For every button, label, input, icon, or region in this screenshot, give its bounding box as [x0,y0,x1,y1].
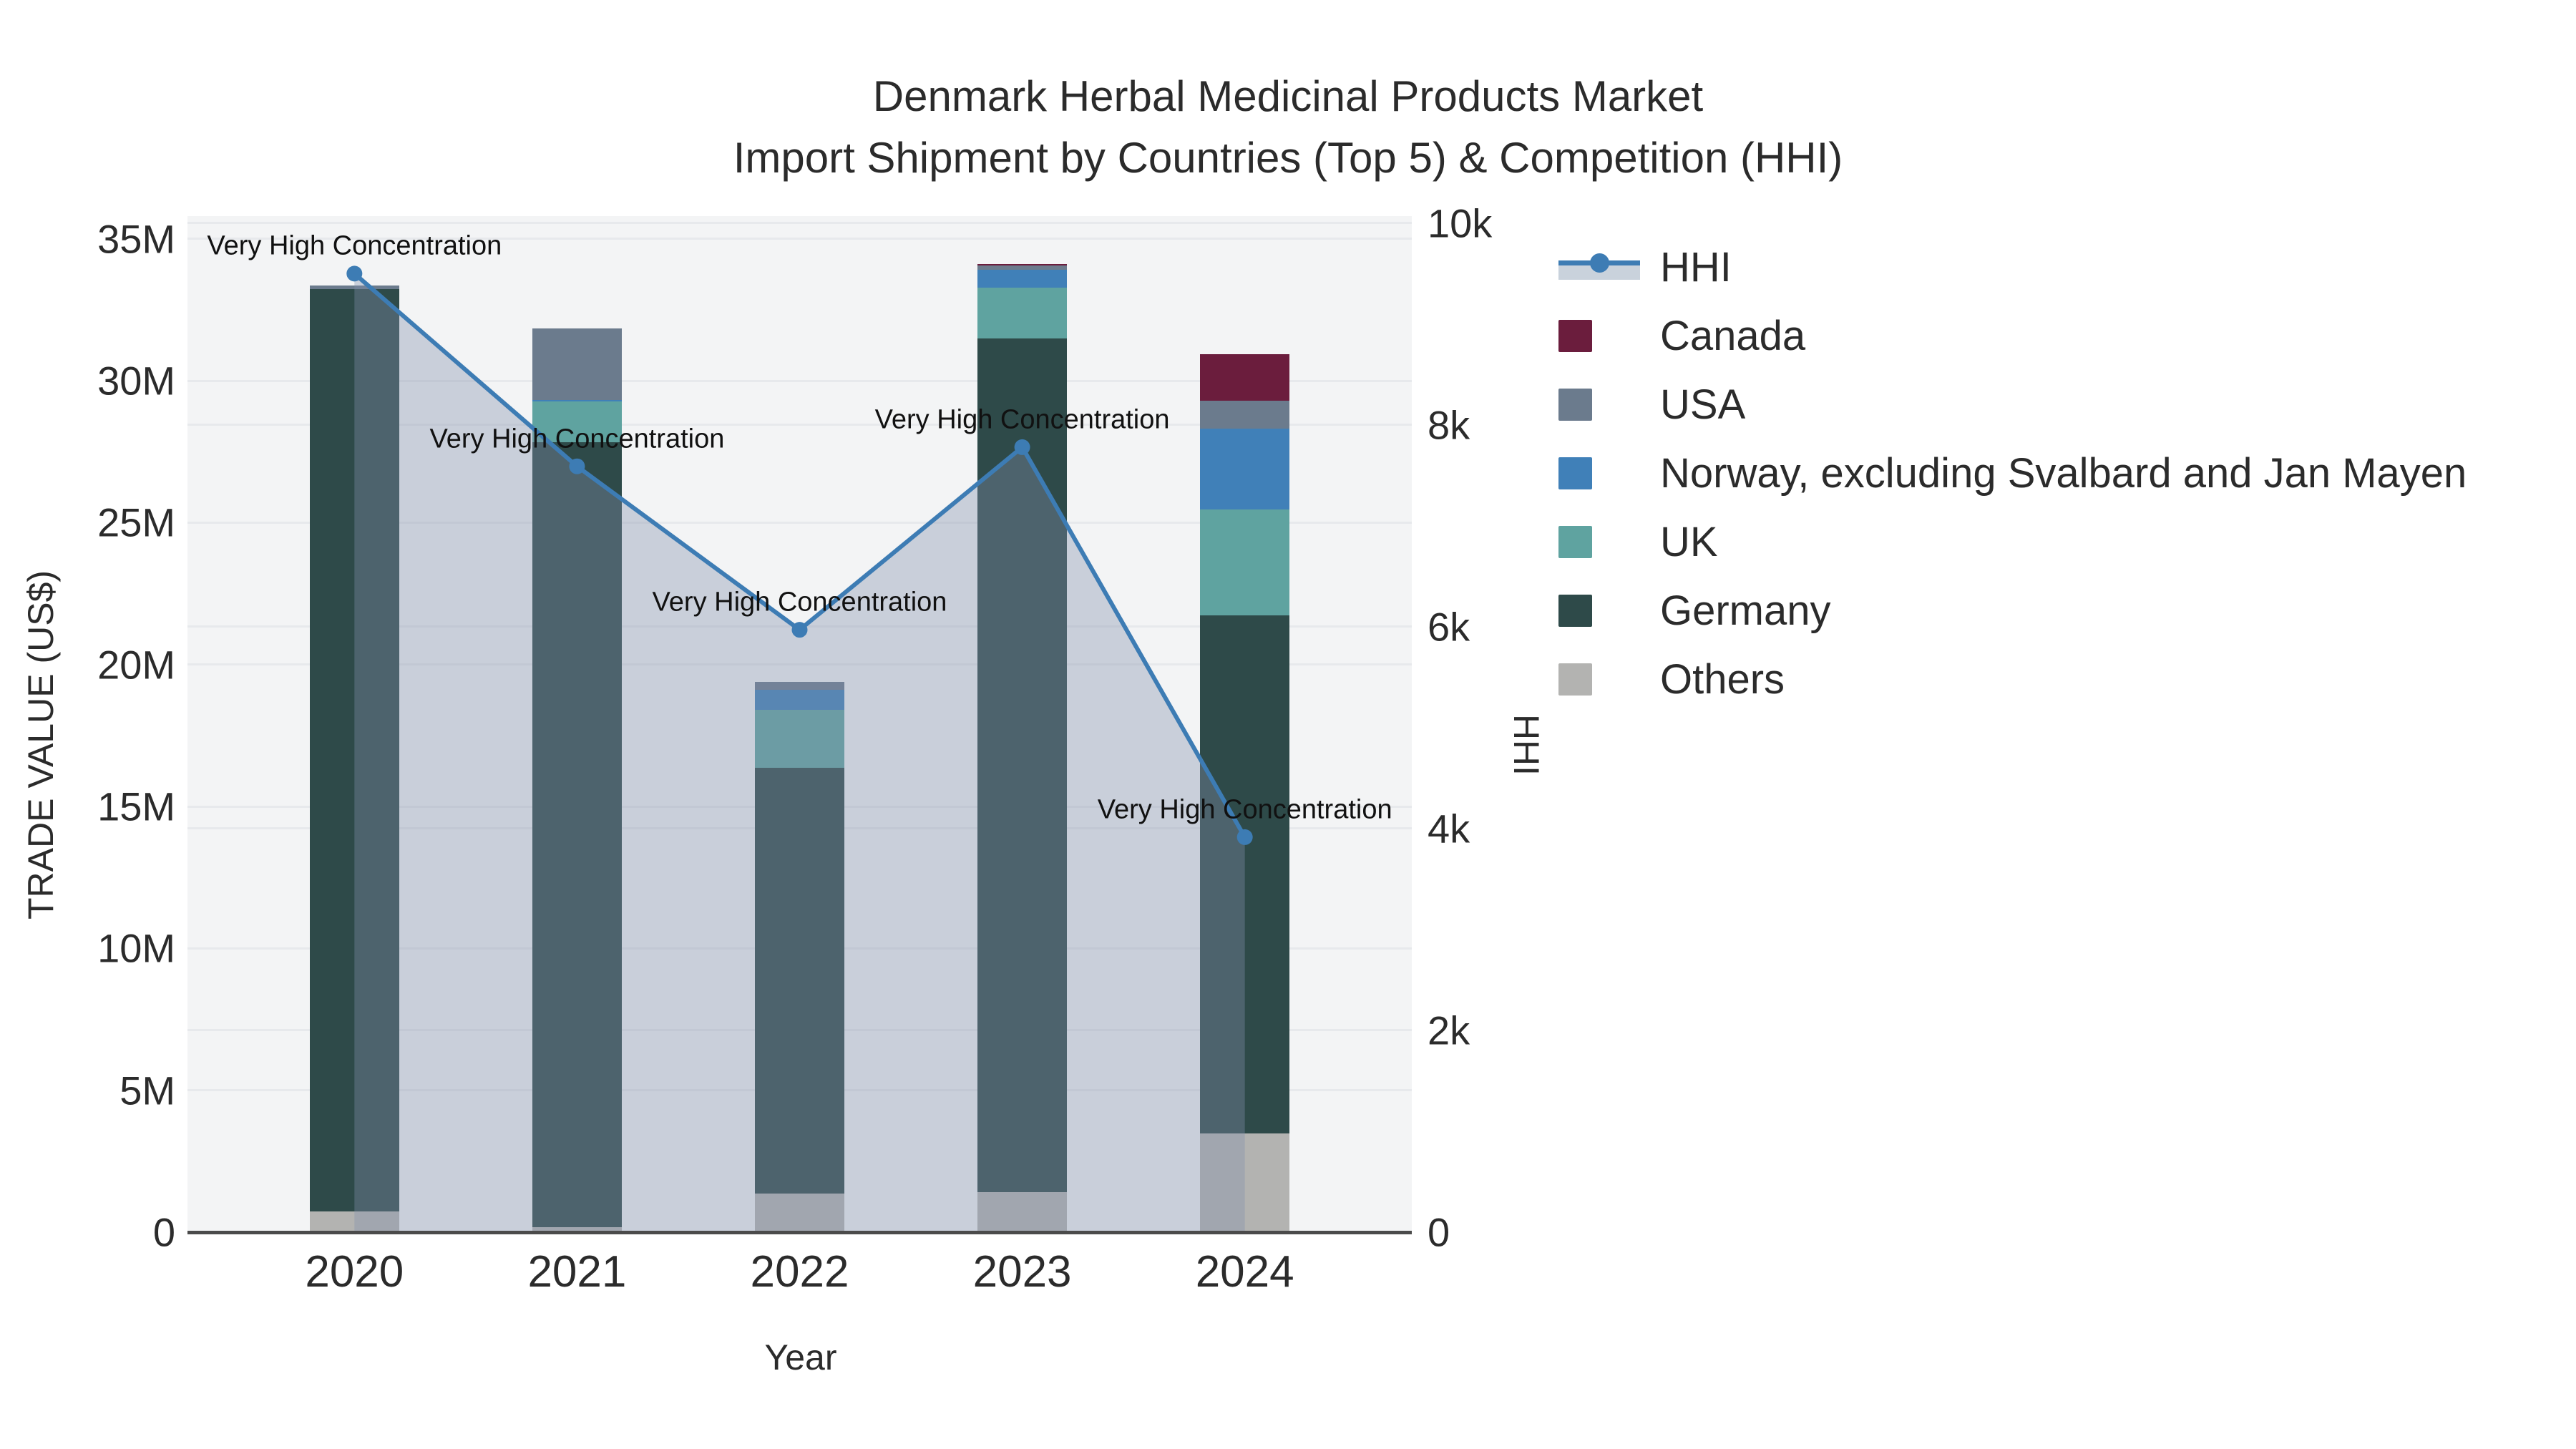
hhi-marker-2022[interactable] [791,622,808,638]
gridline [187,379,1412,382]
bar-segment-norway-2022[interactable] [755,690,844,710]
y-left-tick-20M: 20M [97,642,175,688]
legend-swatch-icon [1558,457,1643,489]
bar-segment-others-2020[interactable] [310,1211,399,1232]
hhi-marker-2021[interactable] [569,458,585,474]
x-axis-title: Year [764,1337,837,1377]
legend-swatch-icon [1558,663,1643,696]
bar-segment-germany-2022[interactable] [755,768,844,1194]
bar-segment-germany-2020[interactable] [310,289,399,1212]
legend-label: USA [1660,381,1746,428]
y-left-tick-35M: 35M [97,216,175,262]
chart-title-line2: Import Shipment by Countries (Top 5) & C… [733,134,1843,182]
bar-segment-usa-2020[interactable] [310,286,399,290]
bar-segment-uk-2024[interactable] [1200,509,1289,615]
bar-segment-others-2024[interactable] [1200,1133,1289,1232]
gridline [187,222,1412,225]
gridline [187,424,1412,426]
y-right-tick-4k: 4k [1428,806,1470,852]
y-left-tick-10M: 10M [97,925,175,971]
bar-segment-norway-2023[interactable] [977,270,1067,288]
gridline [187,521,1412,524]
plot-area: Very High Concentration Very High Concent… [187,216,1412,1232]
y-right-tick-8k: 8k [1428,402,1470,448]
bar-segment-norway-2024[interactable] [1200,428,1289,509]
legend: HHI Canada USA Norway, excluding Svalbard a… [1558,233,2467,713]
annotation-2023: Very High Concentration [874,404,1170,435]
bar-segment-usa-2024[interactable] [1200,400,1289,429]
bar-segment-canada-2024[interactable] [1200,353,1289,401]
y-right-tick-2k: 2k [1428,1008,1470,1053]
legend-item-norway[interactable]: Norway, excluding Svalbard and Jan Mayen [1558,439,2467,507]
chart-title-line1: Denmark Herbal Medicinal Products Market [872,72,1704,120]
legend-label: UK [1660,518,1718,565]
y-left-tick-25M: 25M [97,499,175,545]
hhi-marker-2023[interactable] [1014,439,1030,455]
bar-segment-uk-2022[interactable] [755,709,844,769]
annotation-2022: Very High Concentration [652,587,947,618]
hhi-marker-2024[interactable] [1236,829,1253,845]
y-left-tick-15M: 15M [97,784,175,829]
bar-segment-canada-2023[interactable] [977,264,1067,266]
legend-label: Norway, excluding Svalbard and Jan Mayen [1660,449,2467,497]
y-right-tick-0: 0 [1428,1209,1450,1255]
y-right-tick-10k: 10k [1428,200,1493,246]
hhi-marker-2020[interactable] [346,265,363,282]
bar-segment-usa-2023[interactable] [977,265,1067,270]
bar-segment-usa-2022[interactable] [755,681,844,690]
y-left-tick-5M: 5M [119,1068,175,1113]
bar-segment-others-2022[interactable] [755,1194,844,1232]
legend-item-others[interactable]: Others [1558,645,2467,713]
hhi-area-fill [354,273,1245,1232]
x-axis-line [187,1231,1412,1234]
legend-item-uk[interactable]: UK [1558,507,2467,576]
x-tick-2020: 2020 [305,1247,404,1297]
y-left-tick-0: 0 [152,1209,175,1255]
legend-item-hhi[interactable]: HHI [1558,233,2467,301]
bar-segment-others-2023[interactable] [977,1192,1067,1232]
legend-item-usa[interactable]: USA [1558,370,2467,439]
bar-segment-usa-2021[interactable] [532,328,622,400]
y-right-tick-6k: 6k [1428,604,1470,650]
bar-segment-germany-2021[interactable] [532,442,622,1227]
bar-segment-uk-2023[interactable] [977,288,1067,338]
legend-label: Germany [1660,587,1831,634]
legend-swatch-icon [1558,388,1643,421]
gridline [187,663,1412,666]
legend-label: Canada [1660,312,1806,359]
legend-line-icon [1558,250,1643,284]
legend-swatch-icon [1558,525,1643,558]
legend-label: Others [1660,655,1785,703]
x-tick-2022: 2022 [750,1247,849,1297]
gridline [187,238,1412,240]
legend-item-germany[interactable]: Germany [1558,576,2467,645]
bar-segment-germany-2024[interactable] [1200,615,1289,1133]
bar-segment-germany-2023[interactable] [977,338,1067,1193]
y-left-tick-30M: 30M [97,358,175,404]
bar-segment-uk-2021[interactable] [532,401,622,443]
legend-swatch-icon [1558,319,1643,352]
annotation-2020: Very High Concentration [207,230,502,261]
x-tick-2021: 2021 [527,1247,627,1297]
y-axis-right-title: HHI [1506,713,1547,776]
x-tick-2023: 2023 [972,1247,1072,1297]
bar-segment-norway-2021[interactable] [532,399,622,401]
x-tick-2024: 2024 [1195,1247,1294,1297]
annotation-2024: Very High Concentration [1097,794,1392,825]
legend-item-canada[interactable]: Canada [1558,301,2467,370]
legend-swatch-icon [1558,594,1643,627]
bar-segment-others-2021[interactable] [532,1226,622,1232]
y-axis-left-title: TRADE VALUE (US$) [20,570,61,920]
legend-label: HHI [1660,243,1732,291]
annotation-2021: Very High Concentration [429,424,725,454]
